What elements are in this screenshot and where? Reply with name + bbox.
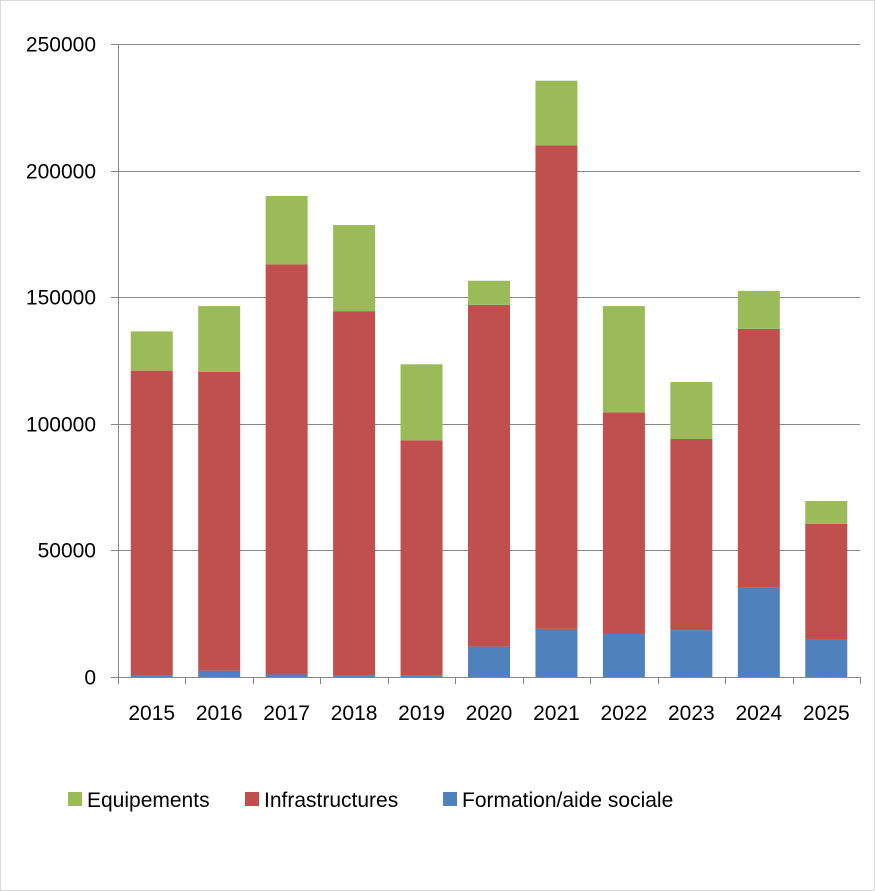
legend-label: Infrastructures <box>264 789 398 812</box>
bar-equipements-2019 <box>400 364 443 441</box>
x-tick-label: 2015 <box>128 702 175 725</box>
bar-equipements-2016 <box>198 306 241 372</box>
x-tick-label: 2016 <box>196 702 243 725</box>
bar-formation-aide-sociale-2023 <box>670 630 713 677</box>
bar-infrastructures-2020 <box>468 304 510 647</box>
bar-equipements-2022 <box>602 306 645 413</box>
y-tick-label: 50000 <box>38 540 96 563</box>
bar-infrastructures-2017 <box>265 264 308 675</box>
bar-formation-aide-sociale-2019 <box>400 675 443 677</box>
x-tick-label: 2025 <box>803 702 850 725</box>
bar-equipements-2020 <box>468 280 510 305</box>
bar-infrastructures-2018 <box>333 311 376 676</box>
bar-formation-aide-sociale-2025 <box>805 639 848 677</box>
bar-infrastructures-2024 <box>737 328 780 588</box>
bar-formation-aide-sociale-2016 <box>198 670 241 677</box>
bar-equipements-2024 <box>737 290 780 329</box>
legend-swatch <box>443 792 457 806</box>
x-tick-label: 2020 <box>466 702 513 725</box>
bar-infrastructures-2019 <box>400 440 443 676</box>
axes <box>111 44 861 684</box>
legend-swatch <box>245 792 259 806</box>
y-tick-label: 200000 <box>26 161 96 184</box>
legend: Equipements Infrastructures Formation/aide… <box>68 789 673 812</box>
bar-infrastructures-2022 <box>602 412 645 634</box>
bar-equipements-2017 <box>265 195 308 265</box>
y-tick-label: 250000 <box>26 34 96 57</box>
legend-label: Formation/aide sociale <box>462 789 673 812</box>
legend-swatch <box>68 792 82 806</box>
bar-formation-aide-sociale-2018 <box>333 675 376 677</box>
bar-formation-aide-sociale-2020 <box>468 646 510 677</box>
bar-equipements-2021 <box>535 80 578 146</box>
x-tick-label: 2024 <box>735 702 782 725</box>
legend-label: Equipements <box>87 789 210 812</box>
bar-infrastructures-2025 <box>805 523 848 640</box>
y-tick-label: 100000 <box>26 414 96 437</box>
bar-equipements-2018 <box>333 225 376 312</box>
y-tick-labels: 0 50000 100000 150000 200000 250000 <box>26 34 96 690</box>
bar-equipements-2015 <box>130 331 173 371</box>
bar-formation-aide-sociale-2017 <box>265 674 308 677</box>
bar-formation-aide-sociale-2021 <box>535 628 578 677</box>
bar-equipements-2023 <box>670 382 713 439</box>
bar-equipements-2025 <box>805 501 848 524</box>
x-tick-label: 2018 <box>331 702 378 725</box>
y-tick-label: 150000 <box>26 287 96 310</box>
bar-infrastructures-2016 <box>198 371 241 671</box>
x-tick-label: 2019 <box>398 702 445 725</box>
y-tick-label: 0 <box>84 667 96 690</box>
bar-infrastructures-2015 <box>130 370 173 676</box>
bar-formation-aide-sociale-2022 <box>602 633 645 677</box>
bar-formation-aide-sociale-2015 <box>130 675 173 677</box>
x-tick-label: 2022 <box>601 702 648 725</box>
bars <box>130 80 848 677</box>
bar-formation-aide-sociale-2024 <box>737 587 780 677</box>
bar-infrastructures-2021 <box>535 145 578 629</box>
x-tick-label: 2017 <box>263 702 310 725</box>
x-tick-labels: 2015 2016 2017 2018 2019 2020 2021 2022 2023 2024… <box>128 702 849 725</box>
x-tick-label: 2021 <box>533 702 580 725</box>
bar-infrastructures-2023 <box>670 438 713 631</box>
x-tick-label: 2023 <box>668 702 715 725</box>
